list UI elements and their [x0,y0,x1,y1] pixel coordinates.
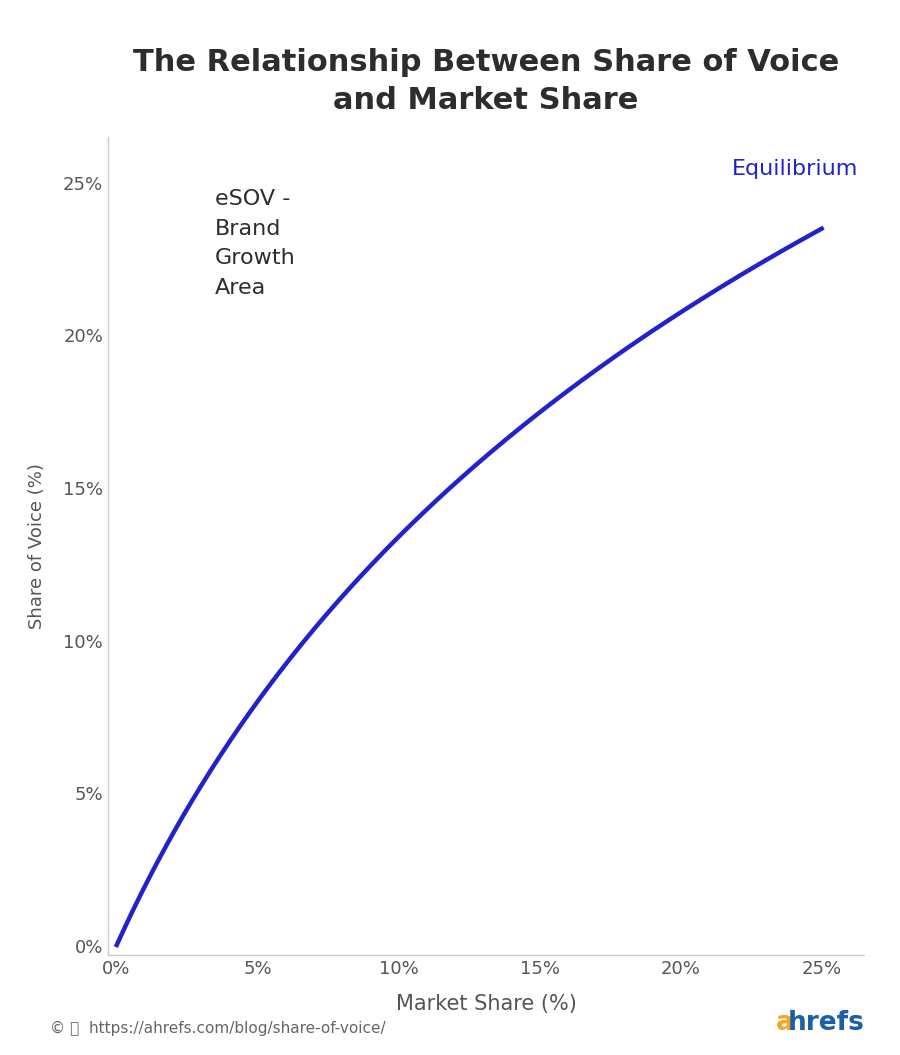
Text: © ⓘ  https://ahrefs.com/blog/share-of-voice/: © ⓘ https://ahrefs.com/blog/share-of-voi… [50,1021,385,1036]
X-axis label: Market Share (%): Market Share (%) [396,994,576,1014]
Text: Equilibrium: Equilibrium [732,158,859,178]
Text: eSOV -
Brand
Growth
Area: eSOV - Brand Growth Area [215,189,296,298]
Text: a: a [776,1010,794,1036]
Text: hrefs: hrefs [788,1010,864,1036]
Y-axis label: Share of Voice (%): Share of Voice (%) [28,463,46,629]
Title: The Relationship Between Share of Voice
and Market Share: The Relationship Between Share of Voice … [133,49,839,115]
